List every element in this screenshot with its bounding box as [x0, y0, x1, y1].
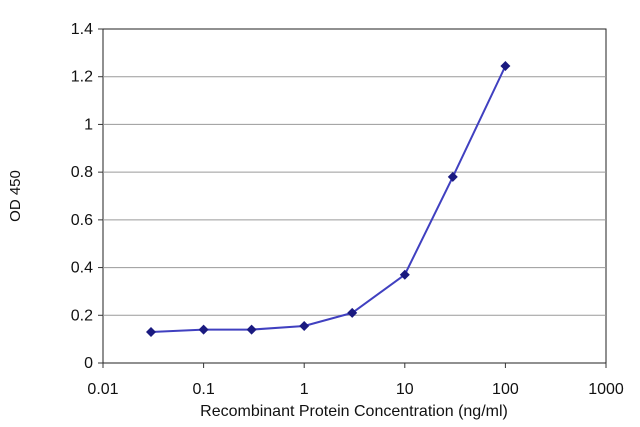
y-tick-label: 0.2 [71, 307, 93, 324]
x-tick-label: 10 [396, 381, 414, 398]
gridlines [103, 76, 606, 316]
data-point-marker [399, 269, 410, 280]
data-point-marker [246, 324, 257, 335]
axes [98, 28, 607, 368]
y-tick-label: 0.8 [71, 164, 93, 181]
data-point-marker [500, 60, 511, 71]
y-tick-label: 0.4 [71, 260, 93, 277]
x-tick-label: 1 [300, 381, 309, 398]
y-tick-label: 0.6 [71, 212, 93, 229]
series-line [150, 65, 507, 333]
data-point-marker [299, 321, 310, 332]
y-tick-label: 0 [84, 355, 93, 372]
series-group [145, 60, 511, 337]
x-axis-title: Recombinant Protein Concentration (ng/ml… [200, 403, 508, 420]
plot-area [102, 28, 607, 364]
data-point-marker [145, 326, 156, 337]
x-tick-label: 0.01 [87, 381, 118, 398]
y-tick-label: 1.2 [71, 69, 93, 86]
y-tick-labels: 0 0.2 0.4 0.6 0.8 1 1.2 1.4 [71, 21, 93, 372]
x-tick-label: 0.1 [192, 381, 214, 398]
data-point-marker [347, 307, 358, 318]
y-tick-label: 1 [84, 116, 93, 133]
y-tick-label: 1.4 [71, 21, 93, 38]
y-axis-title: OD 450 [7, 170, 24, 222]
data-point-marker [447, 171, 458, 182]
x-tick-label: 100 [492, 381, 519, 398]
x-tick-label: 1000 [588, 381, 624, 398]
x-tick-labels: 0.01 0.1 1 10 100 1000 [87, 381, 623, 398]
data-point-marker [198, 324, 209, 335]
